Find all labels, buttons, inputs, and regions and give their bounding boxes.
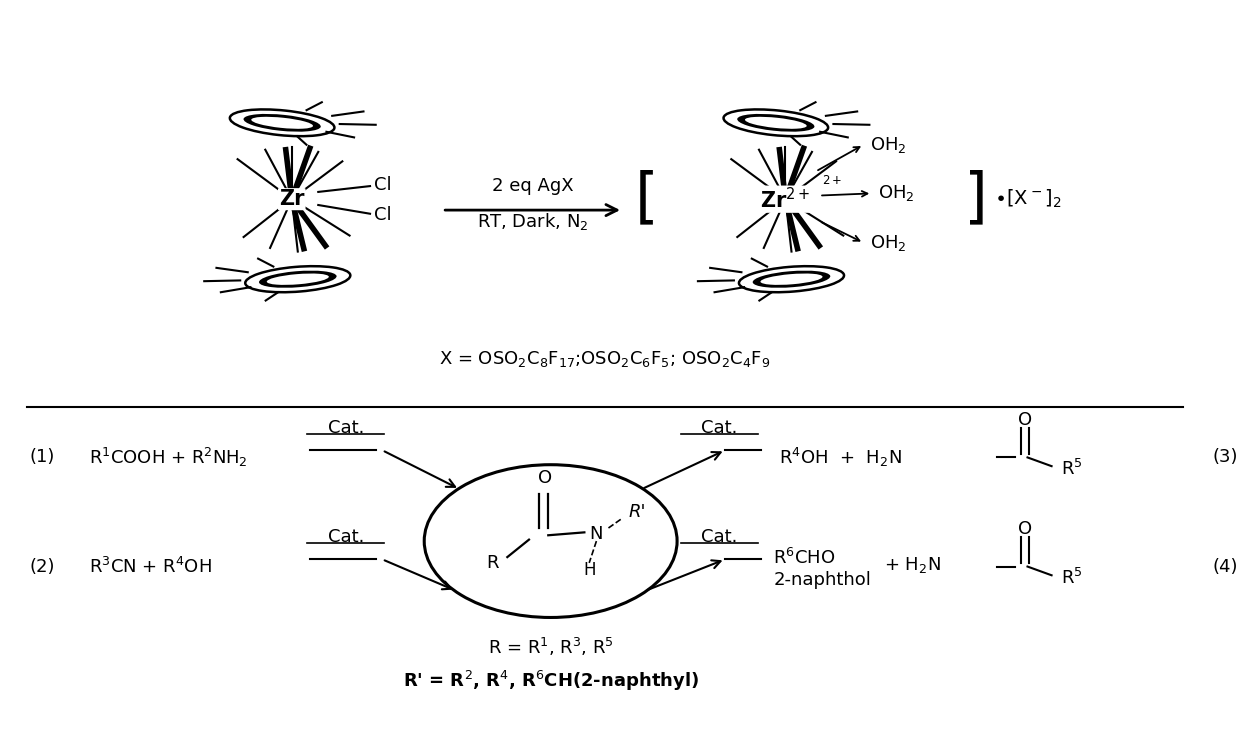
Ellipse shape [243,114,321,132]
Ellipse shape [738,114,815,132]
Text: [: [ [635,169,658,229]
Text: RT, Dark, N$_2$: RT, Dark, N$_2$ [477,210,588,232]
Text: Cat.: Cat. [701,528,738,546]
Text: R$^1$COOH + R$^2$NH$_2$: R$^1$COOH + R$^2$NH$_2$ [89,446,248,469]
Text: O: O [538,469,552,487]
Text: (1): (1) [30,449,55,466]
Text: R$^4$OH  +  H$_2$N: R$^4$OH + H$_2$N [780,446,903,469]
Text: $\bullet$[X$^-$]$_2$: $\bullet$[X$^-$]$_2$ [993,188,1061,210]
Text: + H$_2$N: + H$_2$N [884,555,941,575]
Ellipse shape [753,270,831,288]
Ellipse shape [252,117,312,129]
Text: (4): (4) [1213,558,1239,575]
Text: OH$_2$: OH$_2$ [869,233,906,253]
Text: Cat.: Cat. [701,419,738,438]
Text: R: R [486,554,500,572]
Text: N: N [590,525,603,543]
Text: $^{2+}$: $^{2+}$ [822,176,842,194]
Text: ]: ] [963,169,987,229]
Text: 2-naphthol: 2-naphthol [774,571,872,589]
Text: Zr$^{2+}$: Zr$^{2+}$ [760,187,811,212]
Ellipse shape [267,273,329,285]
Text: (2): (2) [30,558,55,575]
Ellipse shape [745,117,807,129]
Text: H: H [583,561,595,579]
Text: O: O [1018,520,1032,538]
Text: OH$_2$: OH$_2$ [878,183,915,203]
Text: OH$_2$: OH$_2$ [869,135,906,155]
Text: Cat.: Cat. [327,528,365,546]
Text: O: O [1018,410,1032,429]
Text: Zr: Zr [279,189,305,209]
Text: R = R$^1$, R$^3$, R$^5$: R = R$^1$, R$^3$, R$^5$ [487,636,614,658]
Text: Cat.: Cat. [327,419,365,438]
Text: 2 eq AgX: 2 eq AgX [492,177,573,195]
Text: R$^5$: R$^5$ [1061,568,1083,589]
Text: R$^6$CHO: R$^6$CHO [774,548,836,568]
Text: R$^5$: R$^5$ [1061,459,1083,479]
Ellipse shape [259,270,336,288]
Text: Cl: Cl [373,206,392,224]
Text: R$^3$CN + R$^4$OH: R$^3$CN + R$^4$OH [89,556,212,577]
Text: Cl: Cl [373,176,392,194]
Text: R' = R$^2$, R$^4$, R$^6$CH(2-naphthyl): R' = R$^2$, R$^4$, R$^6$CH(2-naphthyl) [403,668,698,693]
Text: X = OSO$_2$C$_8$F$_{17}$;OSO$_2$C$_6$F$_5$; OSO$_2$C$_4$F$_9$: X = OSO$_2$C$_8$F$_{17}$;OSO$_2$C$_6$F$_… [439,349,770,369]
Ellipse shape [760,273,822,285]
Text: R': R' [629,503,646,521]
Text: (3): (3) [1213,449,1239,466]
